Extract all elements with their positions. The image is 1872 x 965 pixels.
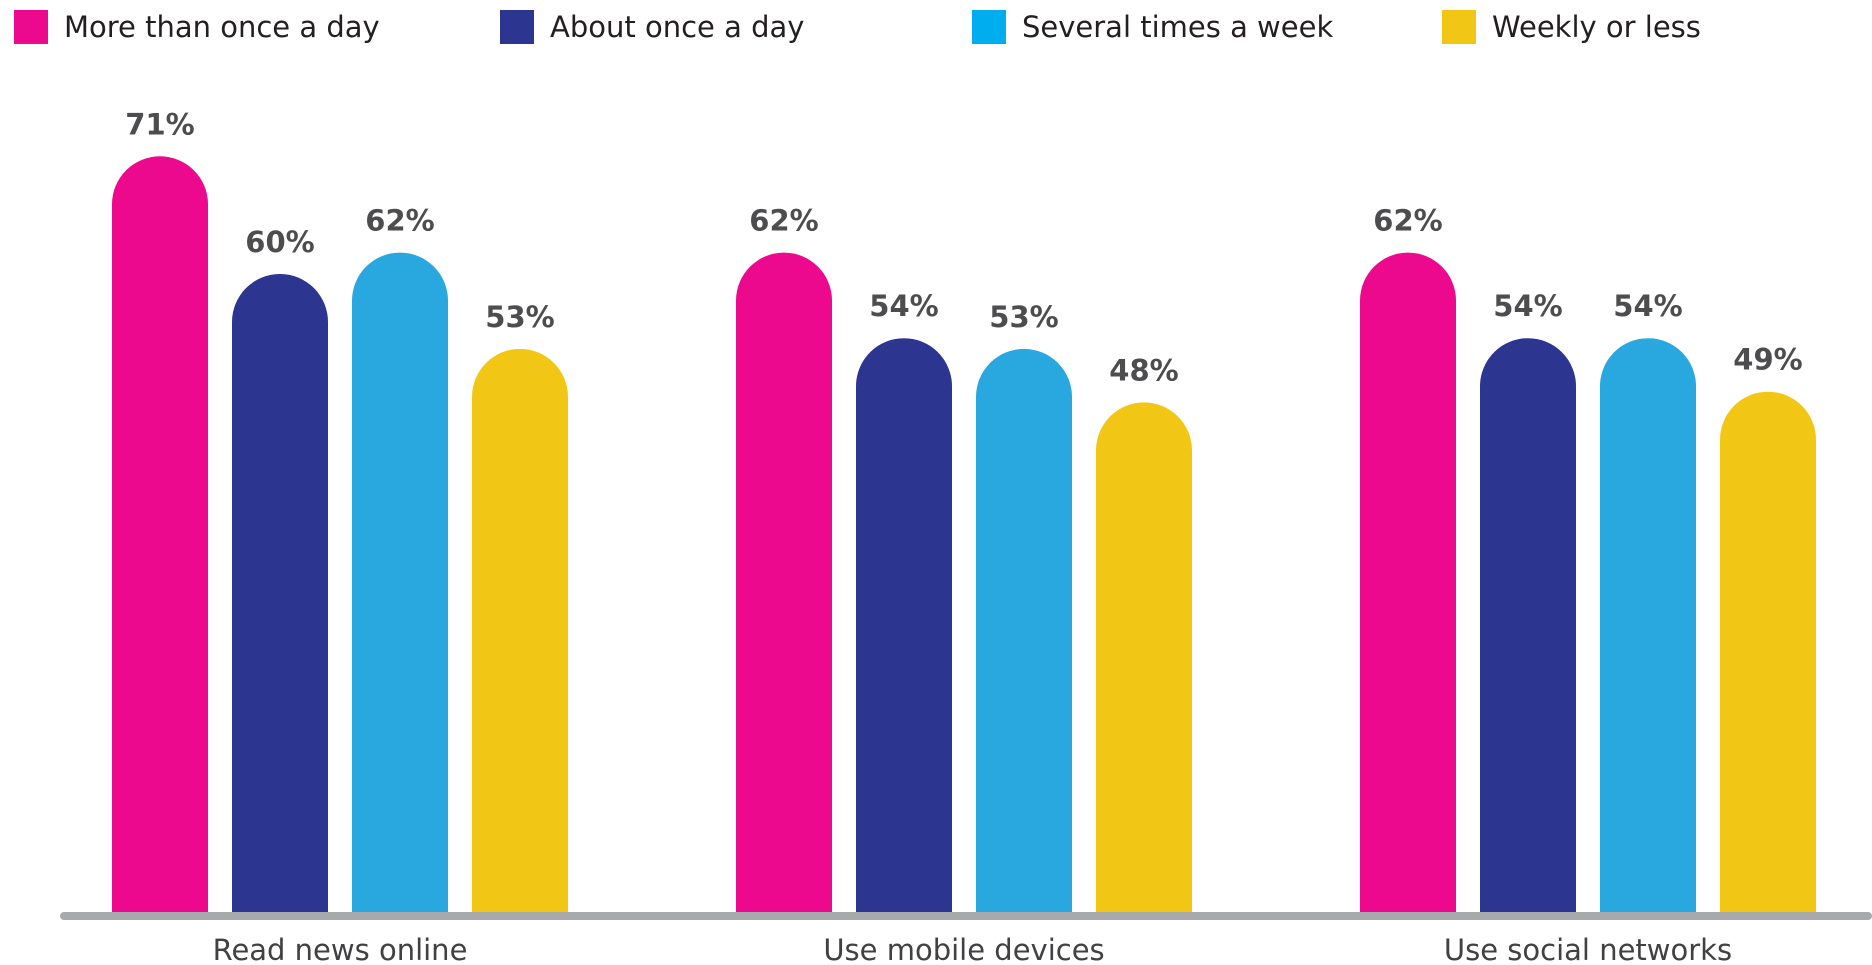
bar-2-3: [976, 348, 1072, 916]
legend-label-1: More than once a day: [64, 10, 380, 44]
data-label-1-2: 60%: [245, 225, 314, 259]
bar-1-4: [472, 348, 568, 916]
data-label-3-2: 54%: [1493, 289, 1562, 323]
legend-swatch-2: [500, 10, 534, 44]
data-label-1-1: 71%: [125, 107, 194, 141]
bar-2-2: [856, 338, 952, 916]
category-label-2: Use mobile devices: [823, 933, 1104, 965]
bar-1-3: [352, 252, 448, 917]
bars: [112, 156, 1816, 917]
bar-3-4: [1720, 391, 1816, 916]
legend-swatch-1: [14, 10, 48, 44]
bar-3-2: [1480, 338, 1576, 916]
data-label-1-4: 53%: [485, 300, 554, 334]
legend-label-3: Several times a week: [1022, 10, 1333, 44]
bar-3-3: [1600, 338, 1696, 916]
category-label-3: Use social networks: [1444, 933, 1732, 965]
category-labels: Read news online Use mobile devices Use so…: [213, 933, 1733, 965]
data-label-2-4: 48%: [1109, 353, 1178, 387]
legend-label-4: Weekly or less: [1492, 10, 1701, 44]
legend-swatch-4: [1442, 10, 1476, 44]
bar-1-2: [232, 274, 328, 916]
legend-label-2: About once a day: [550, 10, 804, 44]
category-label-1: Read news online: [213, 933, 468, 965]
data-label-2-2: 54%: [869, 289, 938, 323]
value-labels: 71% 60% 62% 53% 62% 54% 53% 48% 62% 54% 54% 49%: [125, 107, 1802, 387]
bar-1-1: [112, 156, 208, 916]
legend: More than once a day About once a day Seve…: [14, 10, 1701, 44]
data-label-2-1: 62%: [749, 204, 818, 238]
legend-swatch-3: [972, 10, 1006, 44]
data-label-3-1: 62%: [1373, 204, 1442, 238]
bar-2-4: [1096, 402, 1192, 916]
data-label-3-3: 54%: [1613, 289, 1682, 323]
data-label-2-3: 53%: [989, 300, 1058, 334]
bar-3-1: [1360, 252, 1456, 917]
data-label-3-4: 49%: [1733, 343, 1802, 377]
data-label-1-3: 62%: [365, 204, 434, 238]
bar-2-1: [736, 252, 832, 917]
